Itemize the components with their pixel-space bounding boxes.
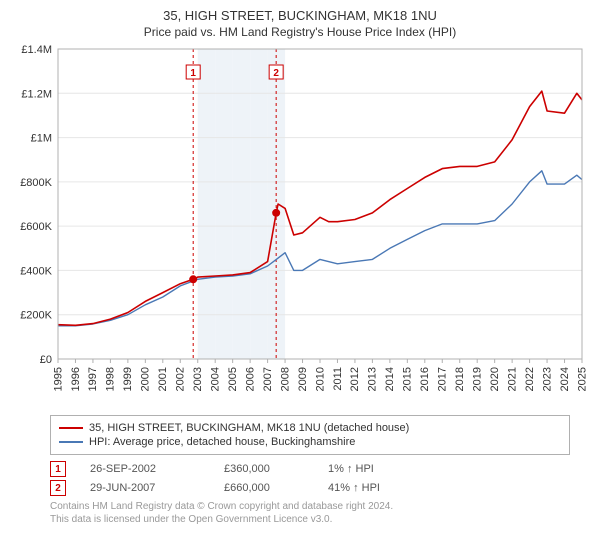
svg-text:2015: 2015 [402,367,414,391]
svg-text:2022: 2022 [524,367,536,391]
svg-text:2: 2 [273,68,279,79]
chart-area: £0 £200K £400K £600K £800K £1M £1.2M £1.4M 1995 1… [10,45,590,405]
svg-text:1995: 1995 [52,367,64,391]
svg-text:2002: 2002 [175,367,187,391]
svg-text:2009: 2009 [297,367,309,391]
chart-title: 35, HIGH STREET, BUCKINGHAM, MK18 1NU [10,8,590,23]
legend-swatch-2 [59,441,83,443]
legend-box: 35, HIGH STREET, BUCKINGHAM, MK18 1NU (d… [50,415,570,455]
svg-text:2004: 2004 [209,367,221,391]
sale-delta-2: 41% ↑ HPI [328,482,408,494]
svg-text:£1.2M: £1.2M [21,88,52,100]
chart-svg: £0 £200K £400K £600K £800K £1M £1.2M £1.4M 1995 1… [10,45,590,405]
footer-line-1: Contains HM Land Registry data © Crown c… [50,500,570,513]
sale-date-2: 29-JUN-2007 [90,482,200,494]
svg-text:1997: 1997 [87,367,99,391]
svg-text:2018: 2018 [454,367,466,391]
svg-text:2025: 2025 [576,367,588,391]
svg-text:£800K: £800K [20,177,52,189]
footer: Contains HM Land Registry data © Crown c… [50,500,570,526]
svg-text:1998: 1998 [105,367,117,391]
chart-container: 35, HIGH STREET, BUCKINGHAM, MK18 1NU Pr… [0,0,600,560]
legend-row-2: HPI: Average price, detached house, Buck… [59,436,561,448]
legend-row-1: 35, HIGH STREET, BUCKINGHAM, MK18 1NU (d… [59,422,561,434]
svg-text:2000: 2000 [140,367,152,391]
svg-text:£0: £0 [40,354,52,366]
chart-subtitle: Price paid vs. HM Land Registry's House … [10,25,590,39]
sale-price-1: £360,000 [224,463,304,475]
svg-text:2007: 2007 [262,367,274,391]
sales-table: 1 26-SEP-2002 £360,000 1% ↑ HPI 2 29-JUN… [50,461,570,496]
svg-text:2021: 2021 [506,367,518,391]
legend-swatch-1 [59,427,83,429]
footer-line-2: This data is licensed under the Open Gov… [50,513,570,526]
svg-text:1996: 1996 [70,367,82,391]
svg-text:2023: 2023 [541,367,553,391]
svg-text:2014: 2014 [384,367,396,391]
sale-price-2: £660,000 [224,482,304,494]
svg-text:2010: 2010 [314,367,326,391]
svg-text:£200K: £200K [20,310,52,322]
sales-row-1: 1 26-SEP-2002 £360,000 1% ↑ HPI [50,461,570,477]
svg-text:2008: 2008 [279,367,291,391]
svg-text:2016: 2016 [419,367,431,391]
svg-text:1: 1 [190,68,196,79]
svg-text:£1M: £1M [31,133,52,145]
svg-text:2006: 2006 [244,367,256,391]
sale-delta-1: 1% ↑ HPI [328,463,408,475]
sales-row-2: 2 29-JUN-2007 £660,000 41% ↑ HPI [50,480,570,496]
svg-text:2024: 2024 [559,367,571,391]
svg-text:2011: 2011 [332,367,344,391]
sale-date-1: 26-SEP-2002 [90,463,200,475]
legend-label-1: 35, HIGH STREET, BUCKINGHAM, MK18 1NU (d… [89,422,409,434]
svg-text:2017: 2017 [437,367,449,391]
svg-text:2019: 2019 [472,367,484,391]
svg-text:£400K: £400K [20,265,52,277]
svg-text:£1.4M: £1.4M [21,45,52,56]
svg-text:2020: 2020 [489,367,501,391]
marker-box-1: 1 [50,461,66,477]
svg-text:1999: 1999 [122,367,134,391]
svg-text:2003: 2003 [192,367,204,391]
marker-box-2: 2 [50,480,66,496]
svg-text:2012: 2012 [349,367,361,391]
svg-text:2005: 2005 [227,367,239,391]
legend-label-2: HPI: Average price, detached house, Buck… [89,436,355,448]
svg-text:£600K: £600K [20,221,52,233]
svg-text:2013: 2013 [367,367,379,391]
svg-text:2001: 2001 [157,367,169,391]
